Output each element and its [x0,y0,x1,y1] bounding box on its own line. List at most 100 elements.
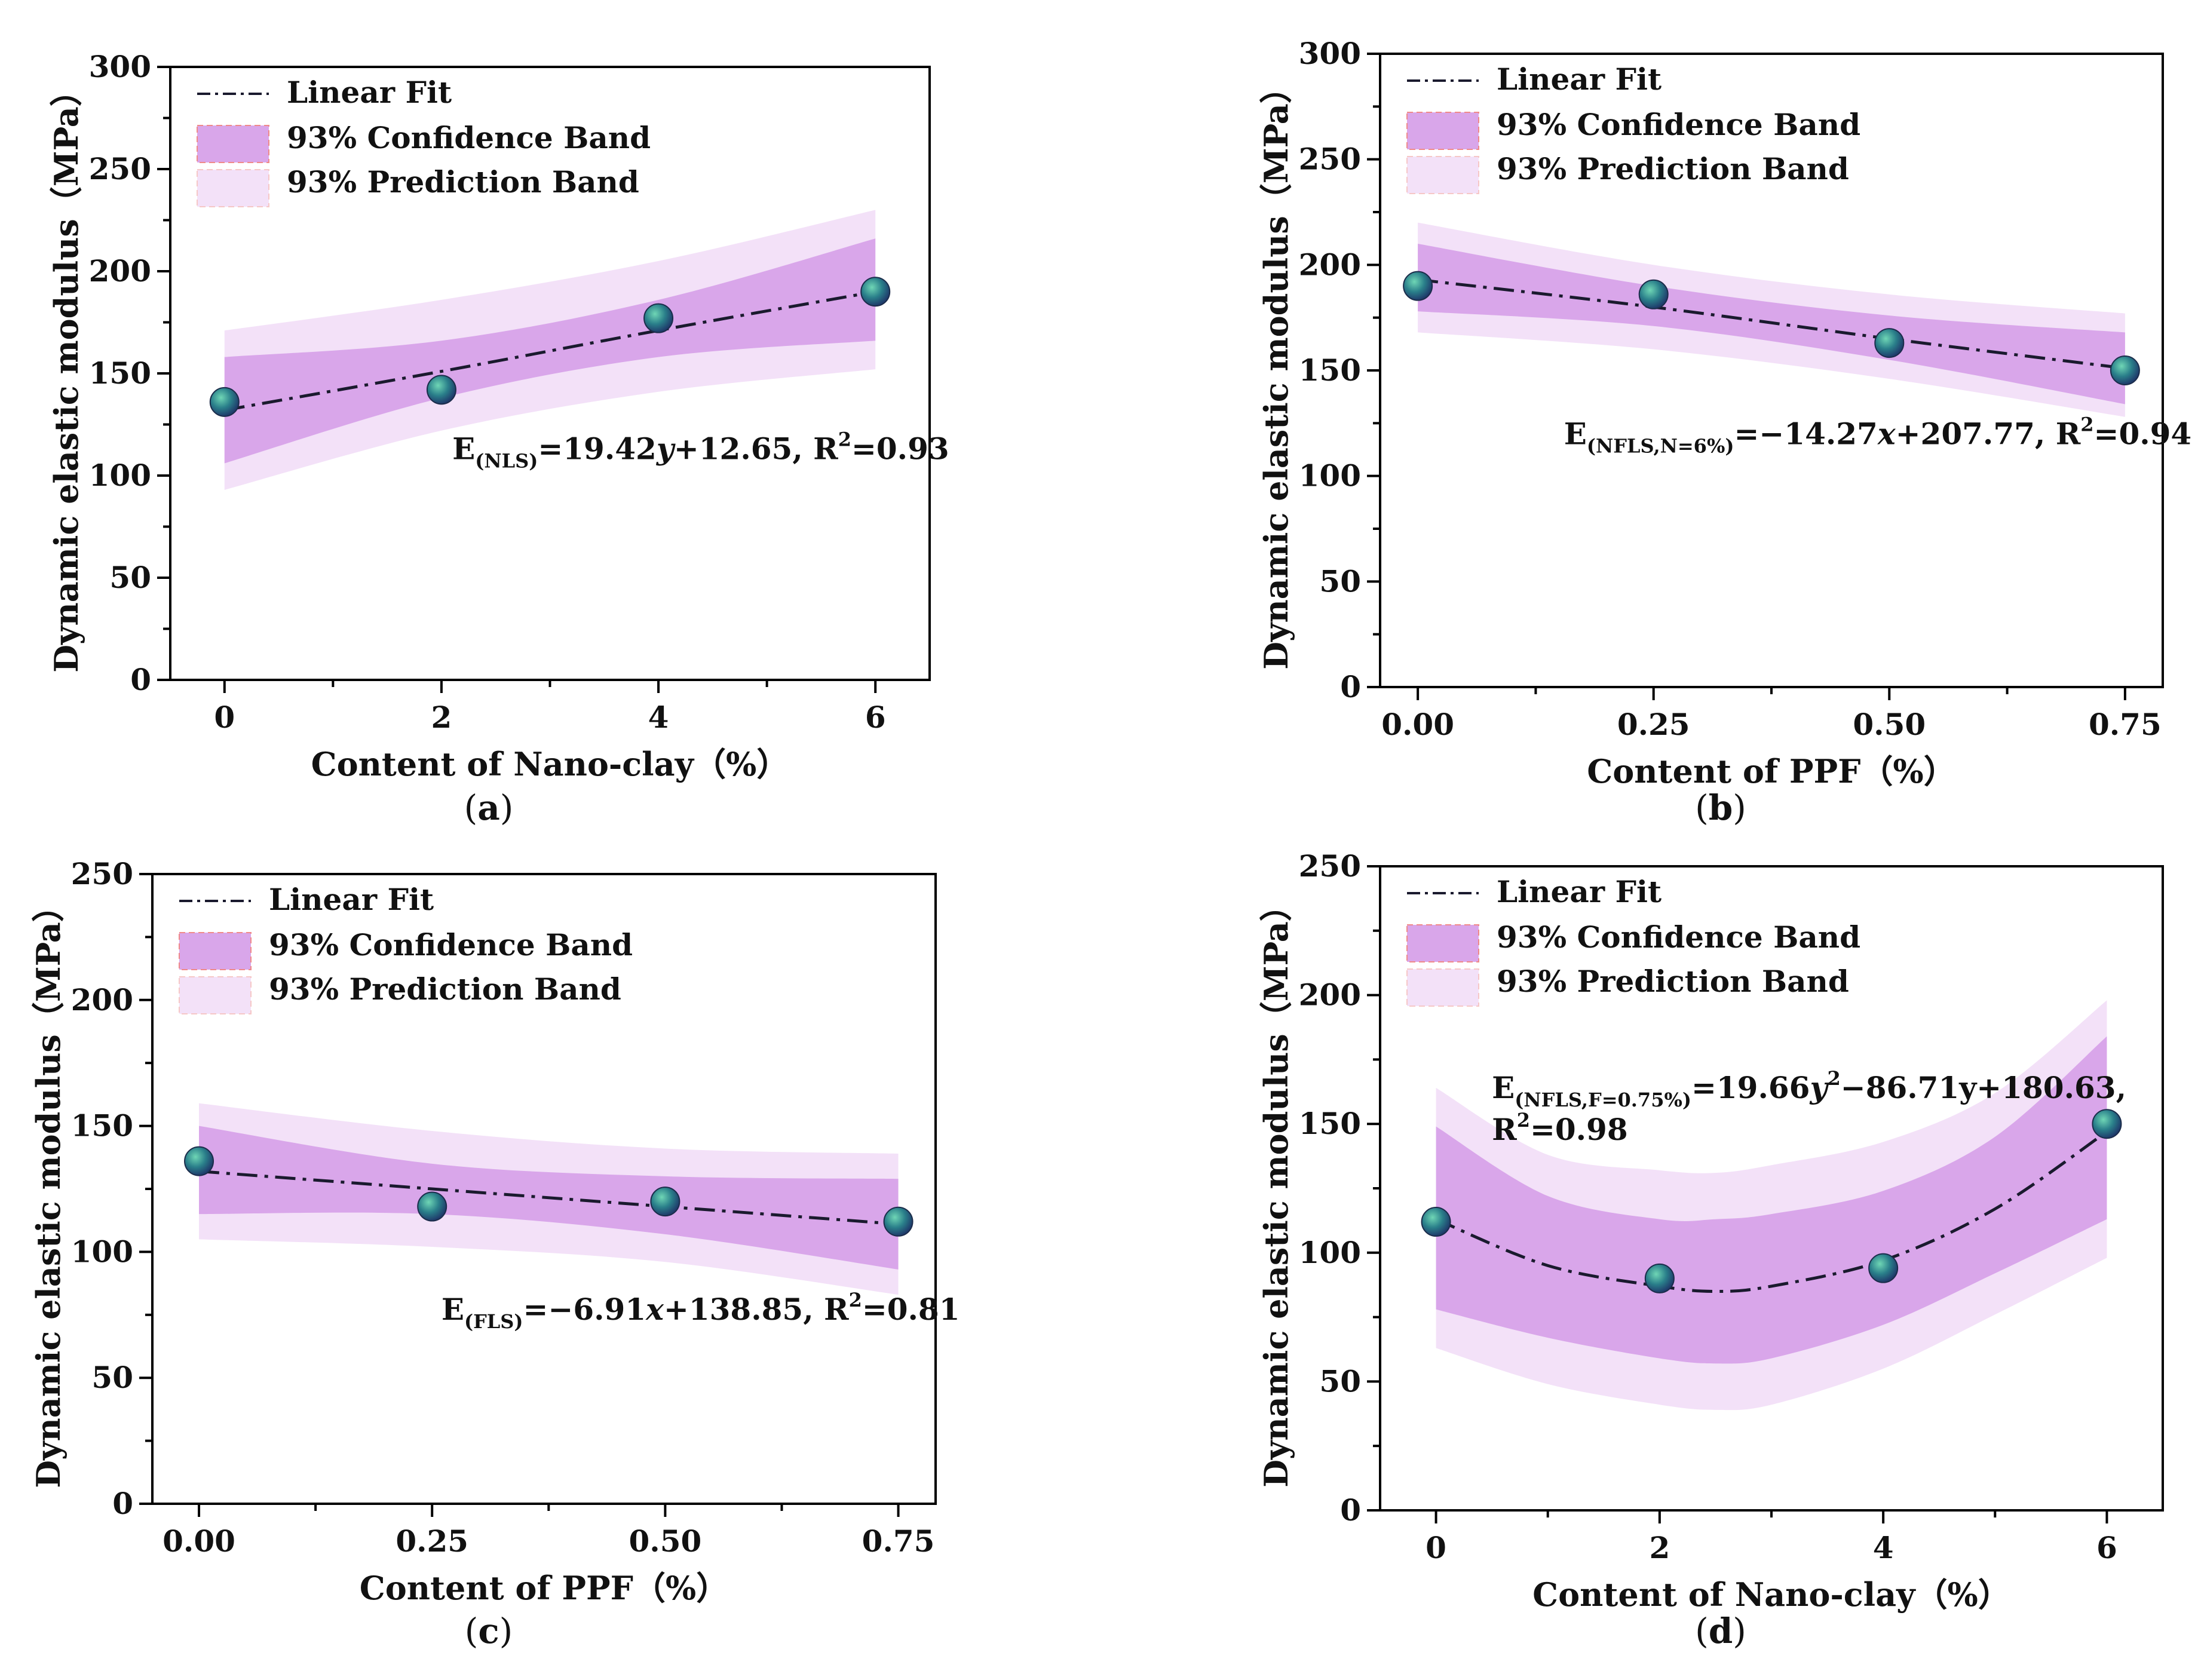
y-tick-label: 150 [71,1108,133,1143]
y-tick-label: 50 [1319,1363,1361,1399]
x-tick-label: 0 [1426,1530,1446,1565]
legend-confidence-swatch [1406,924,1479,962]
legend-prediction-swatch [1406,968,1479,1007]
legend-entry-fit: Linear Fit [269,882,434,917]
x-tick-label: 2 [431,700,452,735]
fit-line [1417,278,2126,370]
legend-entry-confidence: 93% Confidence Band [269,927,633,962]
data-point [1874,328,1905,358]
y-tick-label: 300 [1299,36,1361,71]
x-tick-label: 6 [865,700,886,735]
y-tick-label: 150 [1299,352,1361,388]
y-tick-label: 100 [71,1234,133,1269]
fit-line [198,1169,899,1226]
y-tick-label: 200 [71,982,133,1017]
legend-entry-confidence: 93% Confidence Band [1497,919,1860,955]
legend-entry-prediction: 93% Prediction Band [1497,151,1849,186]
legend-entry-prediction: 93% Prediction Band [1497,964,1849,999]
y-tick-label: 300 [89,49,151,84]
y-tick-label: 0 [1340,1492,1361,1528]
x-tick-label: 0.00 [1381,707,1454,742]
legend-entry-confidence: 93% Confidence Band [1497,107,1860,142]
y-tick-label: 250 [71,856,133,891]
chart-panel-c: 0 50 100 150 200 250 0.00 0.25 0.50 0.75 Content o… [29,856,960,1651]
data-point [1868,1253,1899,1283]
legend-entry-fit: Linear Fit [1497,874,1662,909]
legend-prediction-swatch [1406,156,1479,194]
y-tick-label: 50 [1319,563,1361,599]
legend-confidence-swatch [1406,112,1479,150]
legend: Linear Fit 93% Confidence Band 93% Predict… [1406,874,1860,1007]
x-axis-title: Content of Nano-clay（%） [1532,1575,2010,1614]
legend-confidence-swatch [179,932,252,970]
data-point [1638,279,1669,309]
legend: Linear Fit 93% Confidence Band 93% Predict… [197,75,651,207]
data-point [184,1146,214,1176]
legend-confidence-swatch [197,125,269,163]
x-tick-label: 4 [1873,1530,1894,1565]
x-tick-label: 4 [648,700,669,735]
legend-prediction-swatch [197,169,269,207]
data-point [883,1206,913,1237]
x-tick-label: 0 [214,700,235,735]
legend-prediction-swatch [179,976,252,1014]
y-axis-title: Dynamic elastic modulus（MPa） [1257,889,1295,1487]
y-tick-label: 200 [1299,977,1361,1013]
legend-entry-fit: Linear Fit [1497,62,1662,97]
x-tick-label: 0.75 [2089,707,2162,742]
data-point [860,277,891,307]
fit-equation-line2: R2=0.98 [1492,1109,1628,1147]
y-tick-label: 150 [89,355,151,391]
y-tick-label: 200 [89,253,151,289]
data-point [650,1187,680,1217]
data-point [426,375,456,405]
x-axis-title: Content of PPF（%） [360,1569,728,1607]
x-axis-title: Content of Nano-clay（%） [311,745,789,783]
legend-entry-prediction: 93% Prediction Band [269,971,621,1007]
x-tick-label: 2 [1649,1530,1670,1565]
y-tick-label: 250 [1299,142,1361,177]
fit-equation: E(FLS)=−6.91x+138.85, R2=0.81 [442,1289,960,1333]
chart-panel-a: 0 50 100 150 200 250 300 0 2 4 6 Content of Nano-cl… [47,49,949,828]
data-point [1644,1263,1675,1293]
confidence-band [224,238,876,464]
y-tick-label: 150 [1299,1106,1361,1141]
legend: Linear Fit 93% Confidence Band 93% Predict… [179,882,633,1014]
y-axis-title: Dynamic elastic modulus（MPa） [47,74,85,672]
y-tick-label: 0 [112,1486,133,1521]
legend-entry-fit: Linear Fit [287,75,452,110]
data-point [2092,1109,2122,1139]
y-tick-label: 100 [1299,1235,1361,1270]
x-tick-label: 0.00 [163,1523,235,1559]
y-tick-label: 100 [89,458,151,493]
panel-label: (d) [1695,1611,1746,1651]
x-tick-label: 0.25 [396,1523,468,1559]
legend: Linear Fit 93% Confidence Band 93% Predict… [1406,62,1860,194]
y-tick-label: 50 [91,1360,133,1395]
data-point [1421,1207,1451,1237]
y-tick-label: 250 [1299,848,1361,884]
x-tick-label: 0.50 [629,1523,702,1559]
fit-line [224,290,876,412]
y-axis-title: Dynamic elastic modulus（MPa） [29,890,68,1488]
x-tick-label: 6 [2096,1530,2117,1565]
y-tick-label: 0 [1340,669,1361,704]
y-tick-label: 50 [109,560,151,595]
x-tick-label: 0.50 [1853,707,1926,742]
y-tick-label: 0 [130,662,151,697]
panel-label: (a) [464,787,514,828]
chart-panel-b: 0 50 100 150 200 250 300 0.00 0.25 0.50 0.75 Conten… [1257,36,2191,828]
y-tick-label: 250 [89,151,151,186]
fit-equation: E(NFLS,N=6%)=−14.27x+207.77, R2=0.94 [1564,413,2191,458]
panel-label: (c) [465,1611,513,1651]
fit-equation: E(NLS)=19.42y+12.65, R2=0.93 [452,428,949,473]
data-point [643,303,674,333]
data-point [417,1191,447,1222]
data-point [209,387,240,417]
legend-entry-confidence: 93% Confidence Band [287,120,651,155]
fit-equation: E(NFLS,F=0.75%)=19.66y2−86.71y+180.63, [1492,1067,2126,1111]
data-point [2110,355,2140,385]
y-axis-title: Dynamic elastic modulus（MPa） [1257,71,1295,669]
confidence-band [1436,1036,2107,1364]
